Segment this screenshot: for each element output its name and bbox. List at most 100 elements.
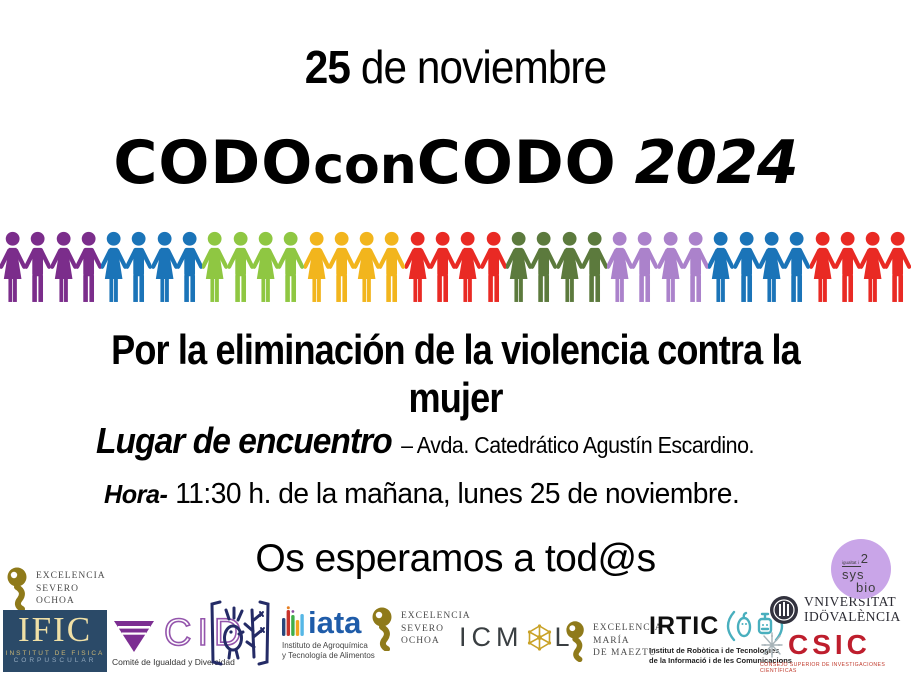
title-codo2: CODO: [416, 128, 617, 198]
person-figure-man: [177, 231, 203, 302]
person-figure-man: [430, 231, 456, 302]
so-line3: OCHOA: [401, 636, 440, 647]
person-figure-man: [75, 231, 102, 302]
person-figure-woman: [252, 231, 279, 302]
iata-caption-2: y Tecnología de Alimentos: [282, 651, 375, 660]
date-title: 25 de noviembre: [36, 40, 874, 94]
irtic-name: IRTIC: [649, 611, 720, 640]
severo-ochoa-text: EXCELENCIA SEVERO OCHOA: [36, 570, 106, 607]
logo-severo-ochoa-2: EXCELENCIA SEVERO OCHOA: [371, 607, 471, 651]
person-figure-man: [885, 231, 911, 302]
icmol-part1: ICM: [459, 622, 524, 652]
iata-caption: Instituto de Agroquímica y Tecnología de…: [282, 641, 375, 661]
main-title: CODOconCODO 2024: [0, 128, 911, 198]
csic-name: CSIC: [788, 629, 871, 660]
slogan: Por la eliminación de la violencia contr…: [111, 326, 801, 421]
person-figure-woman: [809, 231, 835, 302]
csic-coral-icon: [761, 632, 783, 658]
cid-doodle-icon: [210, 600, 270, 666]
person-figure-woman: [202, 231, 228, 302]
iata-caption-1: Instituto de Agroquímica: [282, 641, 368, 650]
cid-triangle-icon: [114, 620, 154, 652]
ific-subtitle-1: INSTITUT DE FISICA: [5, 650, 105, 657]
icmol-molecule-icon: [527, 624, 551, 651]
person-figure-man: [581, 231, 608, 302]
so-line3: OCHOA: [36, 596, 75, 607]
so-line1: EXCELENCIA: [401, 611, 471, 622]
person-figure-woman: [708, 231, 734, 302]
so-line1: EXCELENCIA: [36, 571, 106, 582]
location-line: Lugar de encuentro – Avda. Catedrático Ag…: [96, 420, 754, 462]
person-figure-man: [683, 231, 709, 302]
i2sysbio-bottom: bio: [856, 580, 877, 595]
person-figure-woman: [404, 231, 431, 302]
severo-ochoa-text: EXCELENCIA SEVERO OCHOA: [401, 610, 471, 647]
person-figure-man: [278, 231, 304, 302]
person-figure-man: [227, 231, 253, 302]
logo-irtic: IRTIC Institut de Robòtica i de Tecnolog…: [649, 609, 792, 666]
icmol-part2: L: [554, 622, 575, 652]
irtic-caption: Institut de Robòtica i de Tecnologies de…: [649, 646, 792, 666]
uv-line2: IDÖVALÈNCIA: [804, 609, 901, 624]
person-figure-woman: [151, 231, 178, 302]
title-con: con: [313, 136, 417, 196]
person-figure-man: [126, 231, 152, 302]
person-figure-woman: [556, 231, 582, 302]
title-codo1: CODO: [113, 128, 314, 198]
person-figure-woman: [50, 231, 76, 302]
person-figure-woman: [860, 231, 886, 302]
maeztu-line1: EXCELENCIA: [593, 623, 663, 634]
person-figure-man: [328, 231, 355, 302]
person-figure-woman: [758, 231, 785, 302]
person-figure-woman: [354, 231, 380, 302]
location-value: – Avda. Catedrático Agustín Escardino.: [401, 432, 755, 458]
location-label: Lugar de encuentro: [96, 420, 393, 461]
so-line2: SEVERO: [401, 623, 444, 634]
person-figure-woman: [607, 231, 633, 302]
i2sysbio-mid: sys: [842, 567, 865, 582]
uv-text: VNIVERSITAT IDÖVALÈNCIA: [804, 594, 901, 625]
person-figure-man: [480, 231, 506, 302]
person-figure-man: [531, 231, 557, 302]
person-figure-woman: [505, 231, 532, 302]
time-value: 11:30 h. de la mañana, lunes 25 de novie…: [175, 478, 740, 510]
title-year: 2024: [634, 128, 799, 198]
time-label: Hora-: [104, 479, 168, 509]
iata-bars-icon: [282, 606, 304, 636]
time-line: Hora- 11:30 h. de la mañana, lunes 25 de …: [104, 478, 740, 511]
people-chain: [0, 229, 911, 309]
cid-caption: Comité de Igualdad y Diversidad: [112, 657, 235, 667]
person-figure-man: [632, 231, 658, 302]
logo-ific: IFIC INSTITUT DE FISICA CORPUSCULAR: [3, 610, 107, 672]
i2sysbio-top: igualtat i: [842, 560, 861, 567]
maeztu-line2: MARÍA: [593, 635, 630, 646]
person-figure-woman: [0, 231, 26, 302]
person-figure-man: [733, 231, 759, 302]
csic-caption: CONSEJO SUPERIOR DE INVESTIGACIONES CIEN…: [760, 662, 886, 673]
iata-name: iata: [308, 605, 362, 640]
person-figure-man: [834, 231, 861, 302]
person-figure-woman: [455, 231, 481, 302]
logo-maria-de-maeztu: EXCELENCIA MARÍA DE MAEZTU: [565, 620, 663, 662]
logo-iata: iata Instituto de Agroquímica y Tecnolog…: [282, 606, 375, 661]
person-figure-woman: [101, 231, 127, 302]
date-rest: de noviembre: [350, 41, 607, 93]
so-line2: SEVERO: [36, 583, 79, 594]
date-number: 25: [304, 41, 351, 93]
irtic-caption-1: Institut de Robòtica i de Tecnologies: [649, 646, 780, 655]
uv-seal-icon: [770, 596, 798, 624]
ific-subtitle-2: CORPUSCULAR: [13, 657, 97, 664]
person-figure-man: [379, 231, 405, 302]
ific-name: IFIC: [17, 610, 93, 649]
maeztu-line3: DE MAEZTU: [593, 648, 657, 659]
person-figure-woman: [657, 231, 684, 302]
logo-severo-ochoa-1: EXCELENCIA SEVERO OCHOA: [6, 567, 106, 611]
person-figure-man: [784, 231, 810, 302]
severo-ochoa-key-icon: [372, 607, 392, 651]
irtic-caption-2: de la Informació i de les Comunicacions: [649, 655, 792, 665]
maeztu-key-icon: [566, 621, 584, 662]
person-figure-man: [25, 231, 51, 302]
